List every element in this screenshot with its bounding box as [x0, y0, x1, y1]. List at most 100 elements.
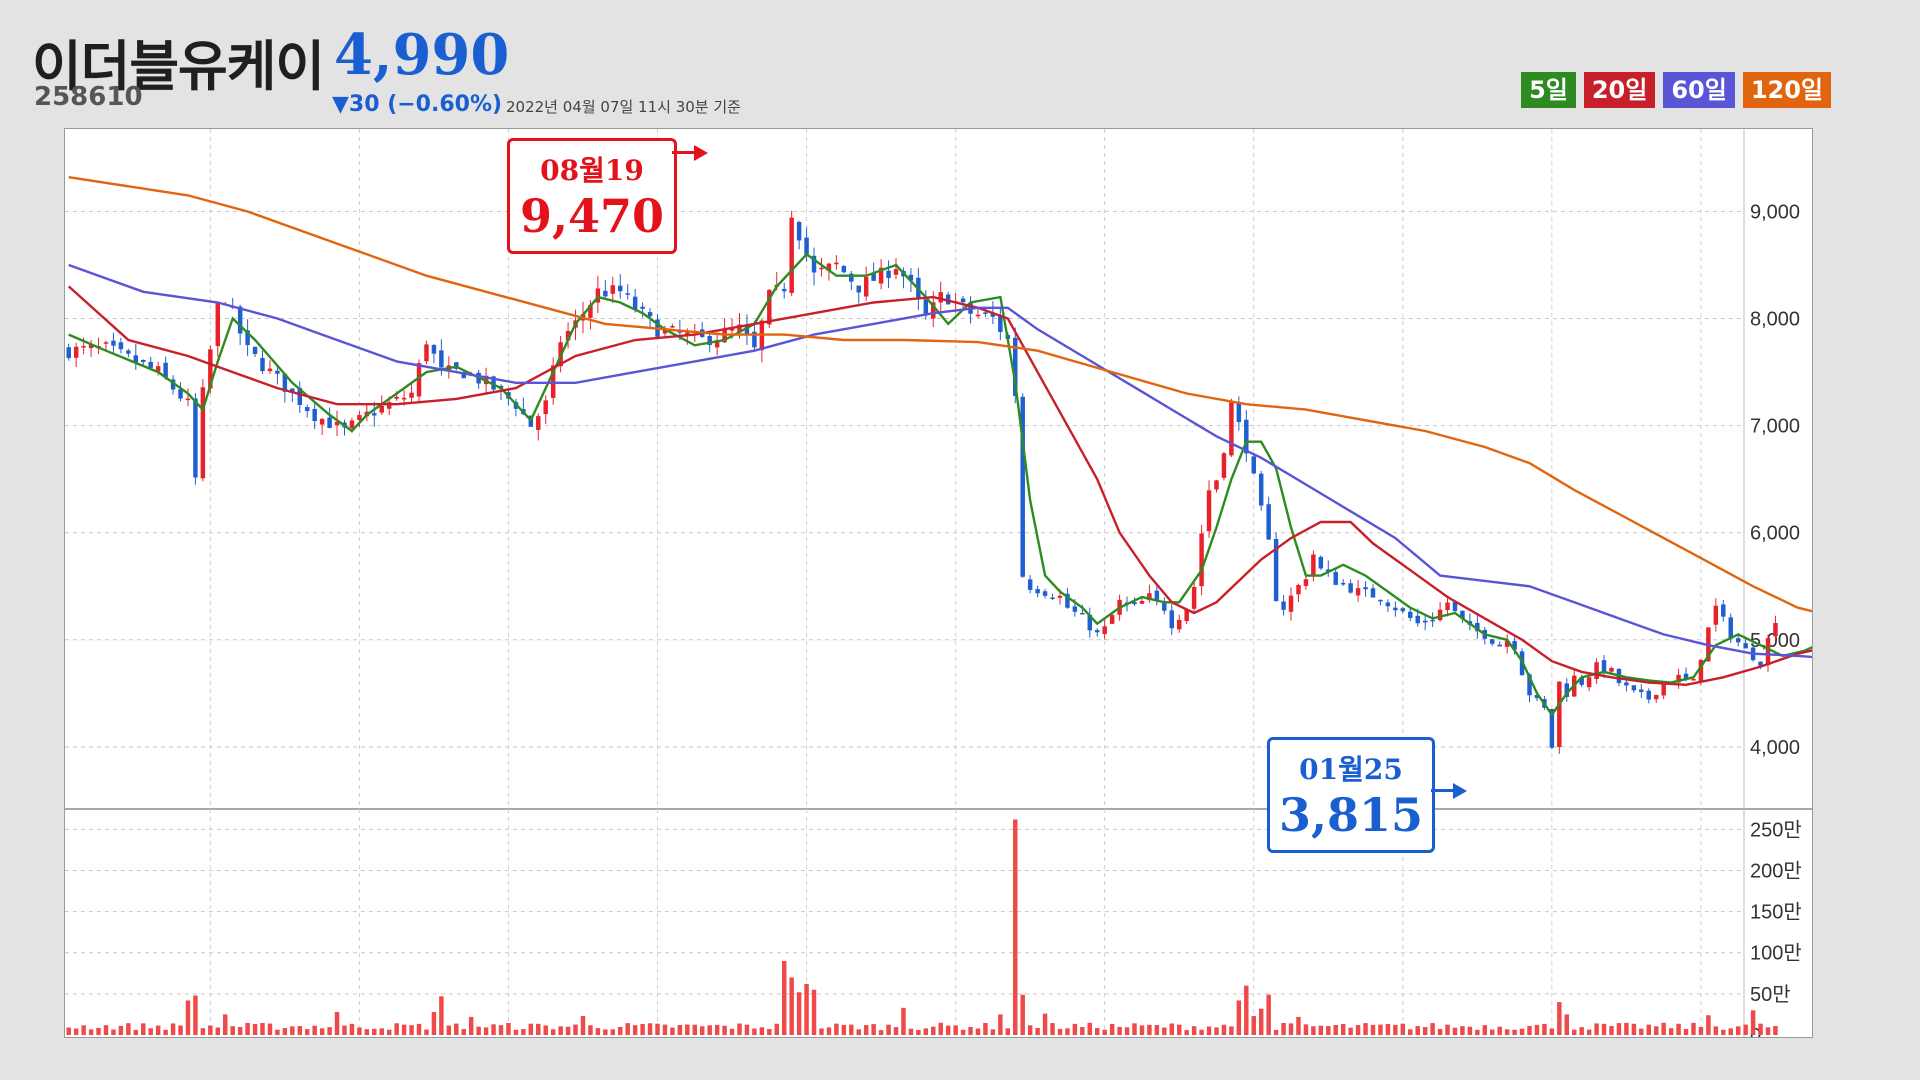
candle-body — [237, 306, 243, 334]
volume-bar — [603, 1029, 608, 1035]
volume-bar — [439, 996, 444, 1035]
candle-body — [1221, 453, 1227, 478]
high-price-arrow-icon — [672, 145, 708, 161]
candle-body — [1296, 585, 1301, 595]
volume-bar — [863, 1025, 869, 1035]
candle-body — [714, 340, 720, 348]
candle-body — [334, 421, 340, 426]
volume-bar — [595, 1028, 601, 1035]
candle-body — [1475, 622, 1480, 632]
volume-bar — [811, 989, 817, 1035]
candle-body — [1601, 660, 1607, 673]
volume-bar — [931, 1026, 936, 1035]
volume-bar — [1773, 1025, 1778, 1035]
volume-bar — [349, 1023, 355, 1035]
volume-bar — [1266, 994, 1271, 1035]
volume-bar — [223, 1014, 228, 1035]
candle-body — [1199, 533, 1204, 587]
volume-bar — [357, 1027, 362, 1035]
volume-bar — [1340, 1023, 1346, 1035]
volume-bar — [1370, 1024, 1376, 1035]
volume-bar — [118, 1025, 124, 1035]
volume-bar — [126, 1023, 131, 1035]
volume-bar — [1475, 1029, 1480, 1035]
volume-bar — [550, 1029, 556, 1035]
candle-body — [66, 347, 71, 359]
volume-bar — [1027, 1025, 1033, 1035]
volume-bar — [834, 1023, 839, 1035]
volume-bar — [901, 1007, 906, 1035]
volume-bar — [1445, 1024, 1450, 1035]
candle-body — [200, 387, 206, 479]
volume-bar — [528, 1023, 534, 1035]
low-price-callout: 01월25 3,815 — [1267, 737, 1435, 853]
volume-bar — [319, 1028, 325, 1035]
volume-bar — [1422, 1027, 1428, 1035]
legend-ma5[interactable]: 5일 — [1521, 72, 1576, 108]
legend-ma60[interactable]: 60일 — [1663, 72, 1735, 108]
volume-tick-label: 250만 — [1750, 818, 1802, 841]
candle-body — [1139, 600, 1145, 604]
volume-bar — [1571, 1029, 1577, 1035]
candle-body — [394, 396, 399, 399]
volume-bar — [1035, 1027, 1040, 1035]
candle-body — [1102, 626, 1107, 634]
price-tick-label: 9,000 — [1750, 201, 1800, 223]
volume-bar — [1676, 1023, 1681, 1035]
volume-bar — [744, 1024, 750, 1035]
volume-bar — [178, 1025, 183, 1035]
candle-body — [163, 362, 168, 378]
candle-body — [431, 345, 437, 354]
candle-body — [297, 387, 303, 405]
candle-body — [319, 418, 325, 425]
volume-bar — [975, 1028, 981, 1035]
volume-bar — [1609, 1026, 1614, 1035]
volume-bar — [1460, 1026, 1465, 1035]
volume-bar — [1147, 1024, 1152, 1035]
candle-body — [260, 358, 265, 372]
stock-header: 이더블유케이 258610 4,990 ▼30 (−0.60%) 2022년 0… — [32, 18, 1912, 128]
candle-body — [1348, 583, 1353, 593]
volume-bar — [729, 1028, 735, 1035]
high-price-callout: 08월19 9,470 — [507, 138, 677, 254]
volume-bar — [878, 1030, 884, 1035]
candle-body — [938, 292, 943, 303]
volume-bar — [841, 1024, 847, 1035]
candle-body — [81, 346, 86, 348]
volume-bar — [1482, 1025, 1488, 1035]
volume-bar — [431, 1011, 437, 1035]
volume-bar — [849, 1024, 854, 1035]
volume-bar — [379, 1028, 384, 1035]
volume-bar — [208, 1025, 213, 1035]
candle-body — [1206, 490, 1212, 532]
volume-bar — [580, 1016, 586, 1035]
volume-bar — [647, 1023, 653, 1035]
volume-bar — [230, 1026, 235, 1035]
candle-body — [118, 342, 124, 350]
volume-bar — [1288, 1023, 1294, 1035]
candle-body — [856, 285, 861, 293]
candle-body — [565, 330, 571, 341]
candle-body — [349, 420, 355, 429]
legend-ma120[interactable]: 120일 — [1742, 72, 1831, 108]
candle-body — [1169, 610, 1175, 629]
legend-ma20[interactable]: 20일 — [1583, 72, 1656, 108]
volume-bar — [774, 1023, 779, 1035]
volume-bar — [1251, 1016, 1256, 1035]
candle-body — [1333, 572, 1338, 585]
candle-body — [1080, 612, 1085, 615]
candle-body — [1579, 677, 1584, 685]
candle-body — [416, 363, 422, 397]
candle-body — [1393, 607, 1398, 611]
volume-bar — [1586, 1029, 1592, 1035]
candle-body — [386, 402, 392, 409]
volume-bar — [1646, 1024, 1651, 1035]
volume-bar — [916, 1029, 921, 1035]
candle-body — [670, 326, 675, 328]
candle-body — [178, 389, 183, 399]
candle-body — [1773, 623, 1778, 637]
volume-bar — [588, 1025, 593, 1035]
candle-body — [1534, 695, 1540, 699]
volume-tick-label: 50만 — [1750, 983, 1791, 1006]
volume-bar — [1050, 1023, 1055, 1035]
